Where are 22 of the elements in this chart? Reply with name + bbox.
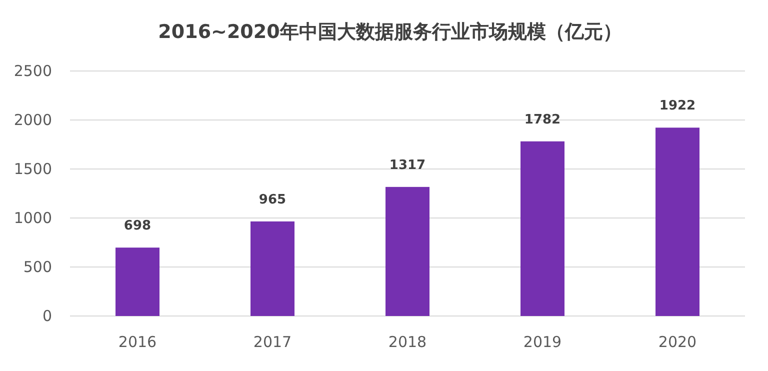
data-label: 1782: [524, 112, 561, 128]
bar: [656, 128, 700, 316]
bar: [386, 186, 430, 316]
y-tick-label: 2500: [14, 62, 52, 80]
x-tick-label: 2019: [523, 333, 562, 351]
data-label: 965: [258, 192, 286, 208]
x-tick-label: 2018: [388, 333, 427, 351]
x-tick-label: 2016: [118, 333, 157, 351]
chart-title: 2016~2020年中国大数据服务行业市场规模（亿元）: [158, 21, 622, 43]
y-tick-label: 500: [23, 258, 52, 276]
bar: [520, 141, 564, 316]
data-label: 1922: [659, 98, 696, 114]
bar: [250, 221, 294, 316]
data-label: 698: [124, 218, 152, 234]
bar: [116, 248, 160, 316]
x-tick-label: 2017: [253, 333, 292, 351]
y-tick-label: 0: [42, 307, 52, 325]
x-tick-label: 2020: [658, 333, 697, 351]
y-tick-label: 2000: [14, 111, 52, 129]
data-label: 1317: [389, 158, 426, 173]
y-tick-label: 1500: [14, 160, 52, 178]
y-tick-label: 1000: [14, 209, 52, 227]
